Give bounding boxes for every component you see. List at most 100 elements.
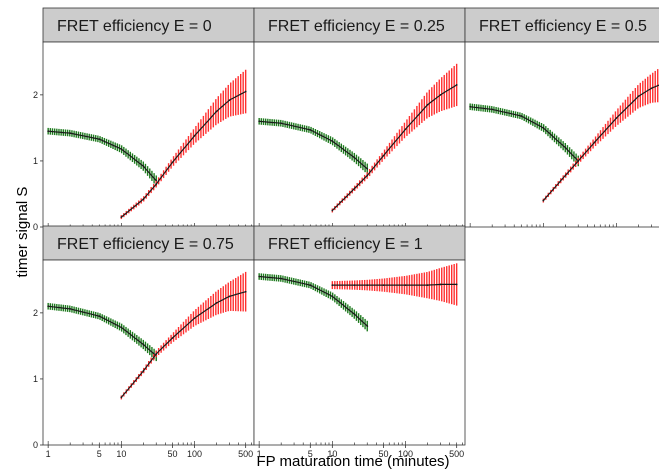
red-series-point [426, 284, 429, 287]
red-series-point [455, 84, 458, 86]
x-minor-ticks [47, 441, 252, 445]
red-series-line [331, 84, 458, 211]
red-series-point [650, 87, 653, 90]
green-series-point [120, 148, 123, 150]
panel-title: FRET efficiency E = 0.5 [479, 18, 647, 35]
red-series-point [382, 154, 385, 157]
green-series-point [331, 140, 334, 143]
panel-3: FRET efficiency E = 0.5 [464, 7, 659, 228]
green-series-point [366, 325, 369, 327]
y-tick-label: 1 [33, 374, 38, 384]
green-series-point [309, 284, 312, 287]
green-series-point [120, 326, 123, 329]
green-series-point [520, 115, 523, 117]
red-series-point [331, 209, 334, 212]
x-tick-label: 5 [308, 449, 313, 459]
red-series-point [593, 141, 596, 144]
red-series-point [564, 174, 567, 177]
panel-strip [253, 7, 466, 43]
panel-strip [42, 7, 255, 43]
panel-1: FRET efficiency E = 0 0 1 2 [33, 7, 255, 232]
series-group [469, 69, 659, 203]
green-series-line [48, 305, 157, 357]
green-series-point [353, 156, 356, 159]
green-series-line [259, 275, 368, 327]
red-series-point [353, 284, 356, 287]
panel-title: FRET efficiency E = 0.25 [268, 18, 445, 35]
green-series-line [48, 130, 157, 182]
x-axis-title: FP maturation time (minutes) [256, 453, 449, 470]
green-series-point [280, 277, 283, 280]
panel-plot-area [253, 41, 466, 228]
red-series-point [171, 337, 174, 339]
red-series-point [577, 160, 580, 162]
green-series-point [98, 138, 101, 141]
red-series-point [615, 117, 618, 119]
x-tick-label: 1 [257, 449, 262, 459]
panel-plot-area [42, 259, 255, 446]
y-tick-label: 2 [33, 308, 38, 318]
green-series-point [366, 167, 369, 170]
red-series-line [120, 91, 246, 218]
red-series-point [353, 187, 356, 190]
green-series-point [142, 343, 145, 346]
y-tick-label: 2 [33, 90, 38, 100]
x-minor-ticks [258, 441, 463, 445]
green-series-point [353, 313, 356, 316]
red-series-point [382, 284, 385, 287]
red-series-point [142, 370, 145, 372]
panel-5: FRET efficiency E = 1 1 5 10 50 100 500 [253, 225, 466, 459]
red-series-point [155, 183, 158, 185]
green-series-point [98, 315, 101, 318]
green-series-point [47, 130, 50, 133]
green-series-line [259, 120, 368, 170]
panel-strip [42, 225, 255, 261]
panel-plot-area [464, 41, 659, 228]
red-series-point [215, 110, 218, 113]
x-tick-label: 5 [97, 449, 102, 459]
x-minor-ticks [469, 223, 652, 227]
red-series-point [171, 161, 174, 164]
x-tick-label: 100 [398, 449, 413, 459]
x-tick-label: 1 [46, 449, 51, 459]
red-series-point [193, 317, 196, 320]
green-series-point [542, 126, 545, 129]
red-series-point [244, 290, 247, 293]
red-series-point [228, 295, 231, 298]
green-series-point [69, 132, 72, 135]
green-series-point [280, 122, 283, 125]
green-series-point [469, 105, 472, 108]
green-series-point [258, 120, 261, 123]
red-series-point [331, 284, 334, 287]
red-series-point [215, 302, 218, 304]
x-tick-label: 100 [187, 449, 202, 459]
red-series-point [120, 396, 123, 399]
green-series-point [309, 128, 312, 131]
x-tick-label: 50 [378, 449, 388, 459]
x-tick-label: 500 [238, 449, 253, 459]
series-group [47, 69, 247, 220]
series-group [258, 263, 458, 332]
panel-title: FRET efficiency E = 0 [57, 18, 212, 35]
green-series-point [69, 307, 72, 310]
series-group [47, 271, 247, 400]
series-group [258, 63, 458, 213]
green-series-point [564, 146, 567, 149]
y-axis-title: timer signal S [14, 187, 31, 278]
red-series-point [439, 283, 442, 286]
red-series-point [439, 93, 442, 96]
y-tick-label: 0 [33, 440, 38, 450]
x-tick-label: 10 [116, 449, 126, 459]
red-series-point [193, 134, 196, 137]
red-series-line [120, 291, 246, 398]
red-series-line [542, 84, 659, 201]
green-series-point [331, 295, 334, 298]
x-tick-label: 50 [167, 449, 177, 459]
y-tick-label: 1 [33, 156, 38, 166]
red-series-point [366, 174, 369, 177]
red-series-point [404, 284, 407, 287]
x-tick-label: 500 [449, 449, 464, 459]
